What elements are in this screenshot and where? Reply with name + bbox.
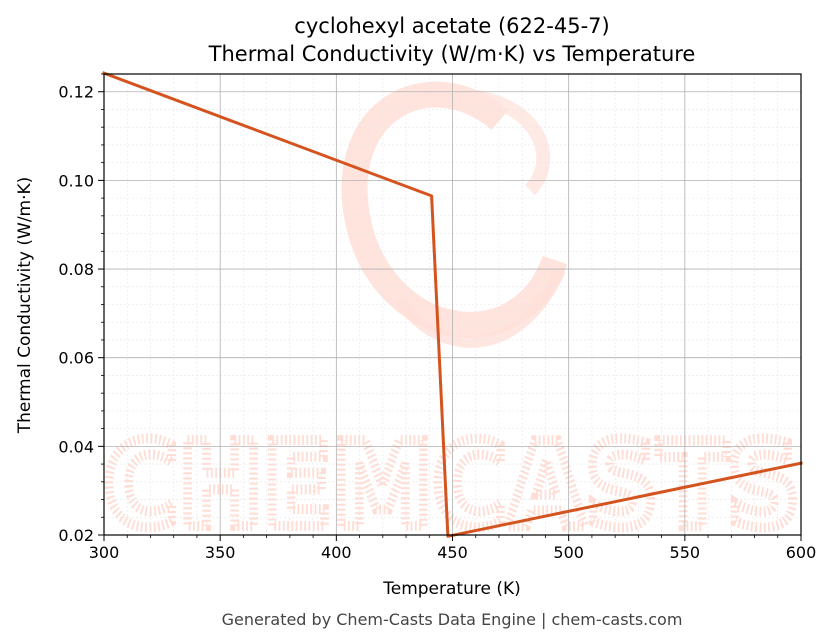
x-tick-label: 450 — [437, 543, 468, 562]
y-tick-label: 0.10 — [58, 171, 94, 190]
series-layer — [102, 71, 803, 538]
x-tick-label: 550 — [670, 543, 701, 562]
y-tick-label: 0.04 — [58, 437, 94, 456]
y-axis: 0.02 0.04 0.06 0.08 0.10 0.12 — [58, 73, 104, 545]
x-tick-label: 400 — [321, 543, 352, 562]
y-tick-label: 0.02 — [58, 526, 94, 545]
y-axis-label: Thermal Conductivity (W/m·K) — [15, 177, 35, 435]
x-tick-label: 600 — [786, 543, 817, 562]
chart-title-line2: Thermal Conductivity (W/m·K) vs Temperat… — [208, 42, 696, 66]
watermark-logo-swirl — [341, 81, 568, 348]
series-line — [102, 71, 803, 538]
chart-title-line1: cyclohexyl acetate (622-45-7) — [294, 14, 609, 38]
y-tick-label: 0.12 — [58, 83, 94, 102]
x-tick-label: 350 — [205, 543, 236, 562]
x-axis-label: Temperature (K) — [382, 579, 521, 599]
footer-credit: Generated by Chem-Casts Data Engine | ch… — [222, 610, 683, 629]
y-tick-label: 0.08 — [58, 260, 94, 279]
x-axis: 300 350 400 450 500 550 600 — [89, 535, 817, 562]
x-tick-label: 500 — [553, 543, 584, 562]
y-tick-label: 0.06 — [58, 349, 94, 368]
x-tick-label: 300 — [89, 543, 120, 562]
